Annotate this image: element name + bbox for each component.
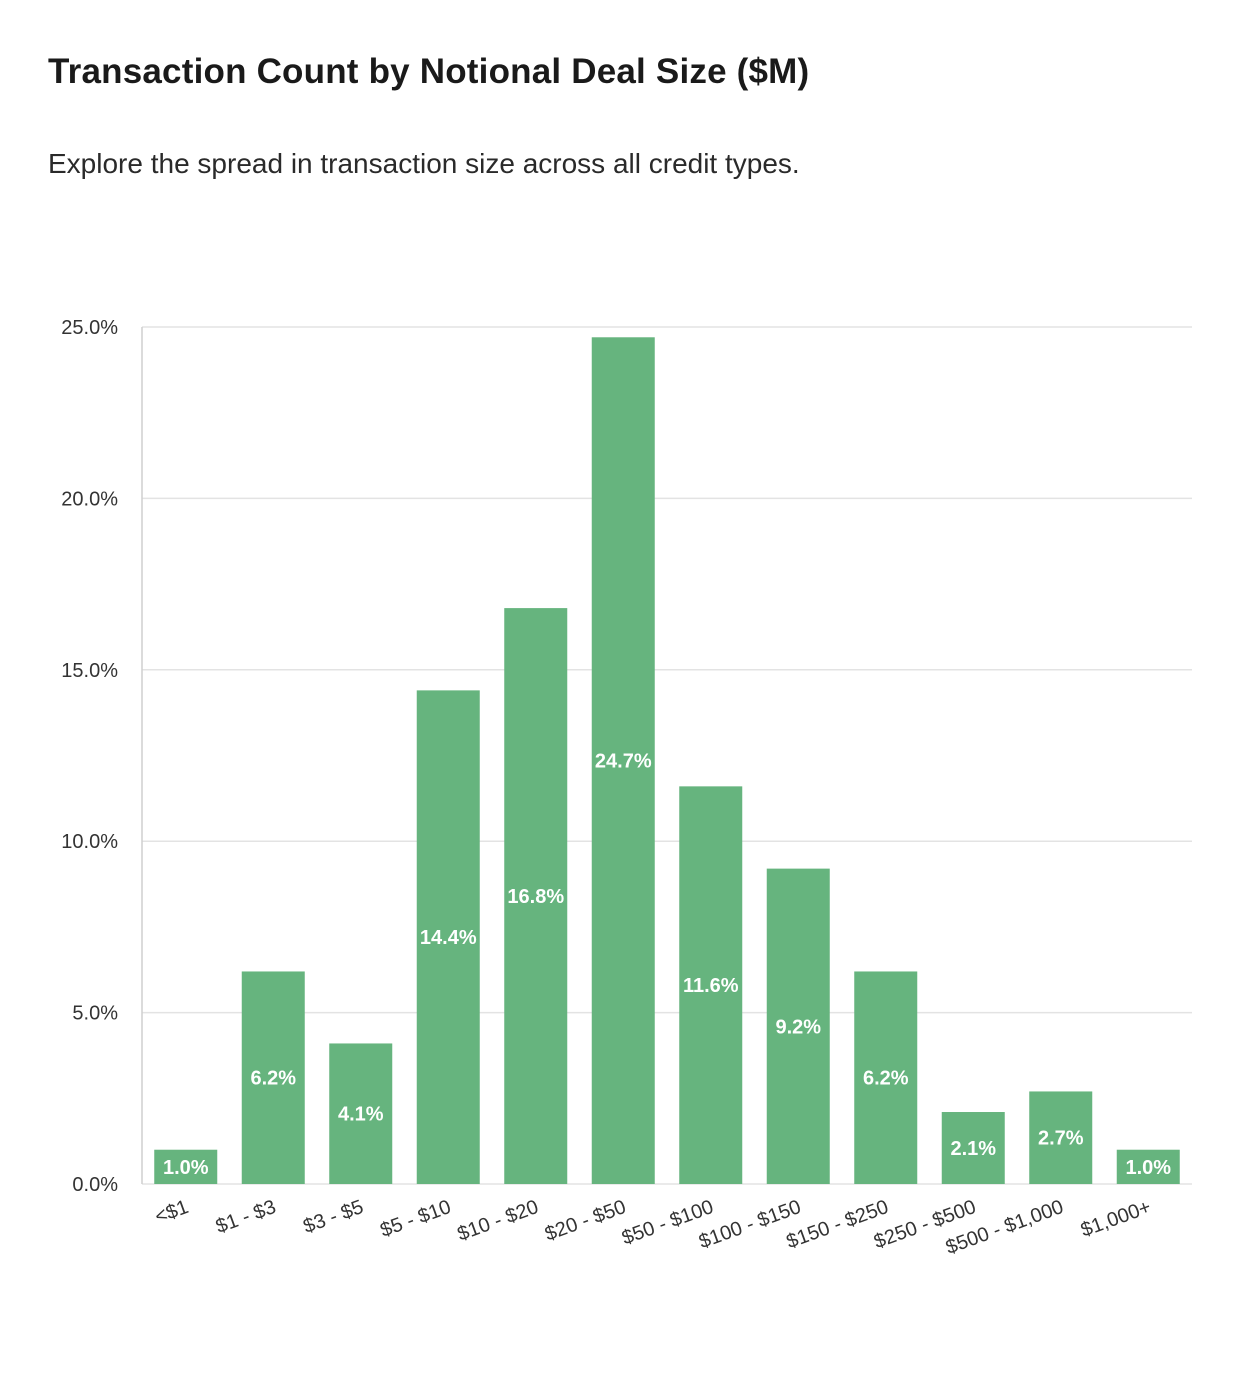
bar (416, 690, 480, 1184)
bar-data-label: 1.0% (1125, 1157, 1171, 1179)
y-tick-label: 5.0% (72, 1003, 118, 1025)
bar (941, 1112, 1005, 1184)
x-category-label: <$1 (152, 1196, 191, 1228)
bar-data-label: 1.0% (163, 1157, 209, 1179)
bar-data-label: 2.1% (950, 1138, 996, 1160)
bar (1029, 1091, 1093, 1184)
bar (591, 337, 655, 1184)
y-tick-label: 20.0% (61, 488, 118, 510)
bar-data-label: 4.1% (338, 1104, 384, 1126)
bar-data-label: 16.8% (507, 886, 564, 908)
chart-subtitle: Explore the spread in transaction size a… (48, 148, 800, 179)
bar-data-label: 6.2% (250, 1068, 296, 1090)
x-axis-categories: <$1 $1 - $3 $3 - $5 $5 - $10 $10 - $20 $20 - … (152, 1196, 1154, 1259)
x-category-label: $20 - $50 (542, 1196, 629, 1246)
bar (241, 971, 305, 1184)
bar (766, 868, 830, 1184)
x-category-label: $1,000+ (1078, 1196, 1154, 1242)
chart-title: Transaction Count by Notional Deal Size … (48, 52, 810, 91)
bar (329, 1043, 393, 1184)
bar (1116, 1149, 1180, 1184)
bar (154, 1149, 218, 1184)
bar (854, 971, 918, 1184)
x-category-label: $5 - $10 (377, 1196, 453, 1242)
x-category-label: $3 - $5 (300, 1196, 366, 1238)
y-tick-label: 15.0% (61, 660, 118, 682)
gridlines (142, 326, 1192, 1185)
bars (154, 337, 1180, 1184)
x-category-label: $1 - $3 (213, 1196, 279, 1238)
bar-data-label: 2.7% (1038, 1128, 1084, 1150)
y-axis-ticks: 0.0% 5.0% 10.0% 15.0% 20.0% 25.0% (61, 317, 118, 1196)
bar-data-label: 14.4% (420, 927, 477, 949)
bar-data-label: 6.2% (863, 1068, 909, 1090)
bar-data-label: 24.7% (595, 751, 652, 773)
bar-data-label: 11.6% (683, 975, 739, 997)
y-tick-label: 10.0% (61, 831, 118, 853)
bar (504, 608, 568, 1184)
y-tick-label: 0.0% (72, 1174, 118, 1196)
x-category-label: $10 - $20 (455, 1196, 542, 1246)
bar (679, 786, 743, 1184)
bar-data-label: 9.2% (775, 1016, 821, 1038)
bar-data-labels: 1.0% 6.2% 4.1% 14.4% 16.8% 24.7% 11.6% 9.2% 6.2%… (163, 751, 1171, 1179)
y-tick-label: 25.0% (61, 317, 118, 339)
